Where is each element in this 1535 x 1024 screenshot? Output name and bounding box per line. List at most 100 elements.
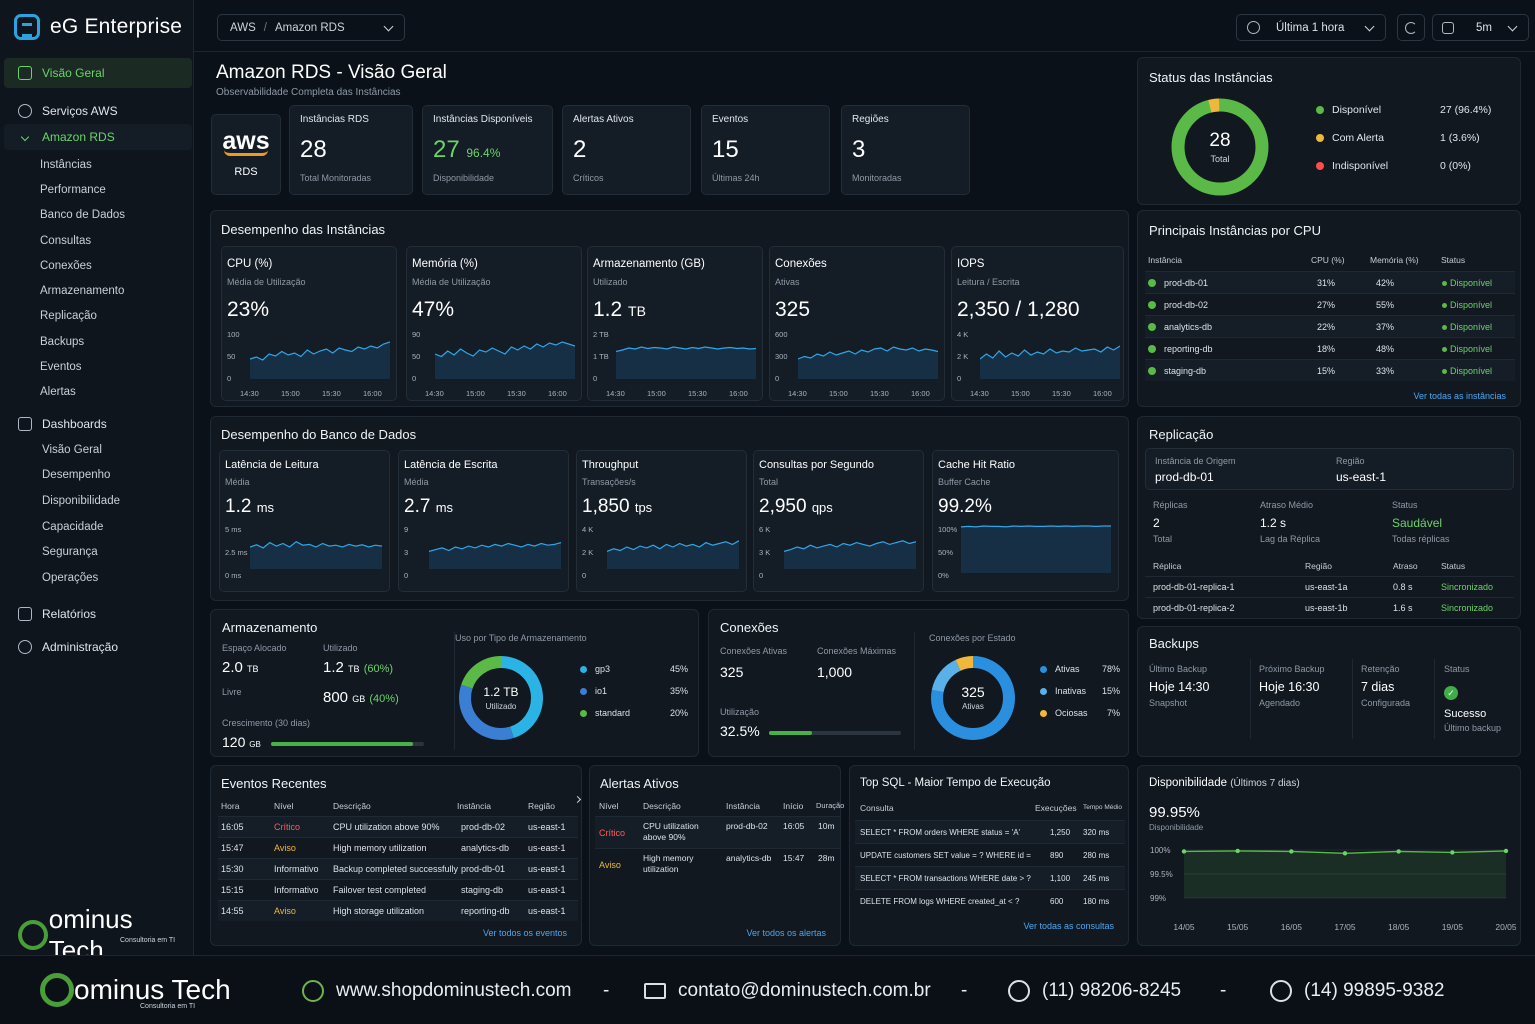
table-row[interactable]: prod-db-01 31% 42% Disponível: [1145, 271, 1515, 293]
refresh-interval-select[interactable]: 5m: [1432, 14, 1529, 41]
overview-icon: [18, 66, 32, 80]
dashboards-submenu: Visão Geral Desempenho Disponibilidade Capa…: [4, 437, 192, 591]
table-row[interactable]: reporting-db 18% 48% Disponível: [1145, 337, 1515, 359]
view-all-queries-link[interactable]: Ver todas as consultas: [1023, 921, 1114, 931]
column-header: Região: [1305, 560, 1332, 571]
availability-point[interactable]: [1396, 849, 1401, 854]
refresh-button[interactable]: [1397, 14, 1425, 41]
metric-value: 47%: [412, 298, 455, 321]
sidebar-subitem[interactable]: Disponibilidade: [42, 494, 120, 507]
table-row[interactable]: UPDATE customers SET value = ? WHERE id …: [855, 843, 1125, 866]
sidebar-item-admin[interactable]: Administração: [4, 634, 192, 660]
sidebar-subitem[interactable]: Capacidade: [42, 520, 104, 533]
availability-point[interactable]: [1181, 849, 1187, 854]
table-header: Consulta Execuções Tempo Médio: [855, 797, 1125, 818]
table-row[interactable]: prod-db-02 27% 55% Disponível: [1145, 293, 1515, 315]
table-row[interactable]: 14:55 Aviso High storage utilization rep…: [218, 900, 578, 921]
sidebar-subitem[interactable]: Backups: [40, 335, 85, 348]
time-range-value: Última 1 hora: [1276, 21, 1345, 34]
sidebar-subitem[interactable]: Replicação: [40, 310, 97, 323]
metric-card: Latência de Escrita Média 2.7 ms 9 3 0: [398, 450, 569, 592]
legend-label: standard: [595, 708, 631, 718]
sparkline-area: [616, 347, 756, 379]
y-tick-label: 0: [404, 571, 409, 580]
sidebar-subitem[interactable]: Visão Geral: [42, 443, 102, 456]
sidebar-subitem[interactable]: Segurança: [42, 546, 98, 559]
sparkline-line: [250, 540, 382, 549]
table-row[interactable]: Crítico CPU utilization above 90% prod-db…: [595, 816, 840, 848]
sidebar-item-reports[interactable]: Relatórios: [4, 601, 192, 627]
y-tick-label: 3: [404, 548, 409, 557]
sidebar-subitem[interactable]: Alertas: [40, 386, 76, 399]
sidebar-subitem[interactable]: Eventos: [40, 361, 82, 374]
storage-type-donut: [459, 656, 543, 740]
footer-email[interactable]: contato@dominustech.com.br: [644, 980, 931, 1002]
breadcrumb-root[interactable]: AWS: [230, 21, 256, 34]
column-header: Descrição: [333, 800, 371, 811]
app-logo[interactable]: eG Enterprise: [14, 14, 182, 40]
growth-bar: [271, 742, 424, 746]
y-tick-label: 50: [412, 352, 421, 361]
metric-sub: Leitura / Escrita: [957, 277, 1020, 287]
connections-donut-label: Ativas: [962, 702, 984, 711]
availability-point[interactable]: [1503, 848, 1509, 854]
time-range-select[interactable]: Última 1 hora: [1236, 14, 1386, 41]
view-all-events-link[interactable]: Ver todos os eventos: [482, 928, 567, 938]
table-row[interactable]: 15:47 Aviso High memory utilization anal…: [218, 837, 578, 858]
sidebar-subitem[interactable]: Instâncias: [40, 158, 92, 171]
table-row[interactable]: SELECT * FROM orders WHERE status = 'A' …: [855, 820, 1125, 843]
table-row[interactable]: DELETE FROM logs WHERE created_at < ? 60…: [855, 889, 1125, 912]
sidebar-subitem[interactable]: Desempenho: [42, 469, 111, 482]
footer-phone-1[interactable]: (11) 98206-8245: [1008, 980, 1181, 1002]
y-tick-label: 0: [775, 374, 780, 383]
sidebar-item-overview[interactable]: Visão Geral: [4, 58, 192, 88]
sidebar-subitem[interactable]: Banco de Dados: [40, 209, 126, 222]
gear-icon: [18, 104, 32, 118]
table-row[interactable]: Aviso High memory utilization analytics-d…: [595, 848, 840, 880]
table-row[interactable]: analytics-db 22% 37% Disponível: [1145, 315, 1515, 337]
availability-point[interactable]: [1342, 851, 1348, 856]
sidebar-subitem[interactable]: Performance: [40, 183, 106, 196]
table-row[interactable]: SELECT * FROM transactions WHERE date > …: [855, 866, 1125, 889]
breadcrumb[interactable]: AWS / Amazon RDS: [217, 14, 405, 41]
footer-phone-2[interactable]: (14) 99895-9382: [1270, 980, 1445, 1002]
availability-point[interactable]: [1289, 849, 1294, 854]
event-instance: prod-db-01: [461, 864, 506, 874]
view-all-alerts-link[interactable]: Ver todos os alertas: [746, 928, 826, 938]
sidebar-item-aws-services[interactable]: Serviços AWS: [4, 98, 192, 124]
event-level: Crítico: [274, 822, 301, 832]
sidebar-subitem[interactable]: Conexões: [40, 259, 92, 272]
divider: [454, 632, 455, 750]
divider: [1352, 659, 1353, 739]
status-dot: [1148, 279, 1156, 288]
footer-website[interactable]: www.shopdominustech.com: [302, 980, 572, 1002]
utilization-bar-fill: [769, 731, 812, 735]
status-dot: [1442, 280, 1447, 286]
sidebar-subitem[interactable]: Consultas: [40, 234, 92, 247]
brand-tag: Consultoria em TI: [120, 937, 176, 944]
panel-title: Desempenho das Instâncias: [221, 222, 386, 237]
sidebar-item-dashboards[interactable]: Dashboards: [4, 411, 192, 437]
kpi-sub: Total Monitoradas: [300, 173, 372, 183]
availability-point[interactable]: [1450, 850, 1455, 855]
chevron-down-icon: [1364, 21, 1375, 32]
table-row[interactable]: prod-db-01-replica-1 us-east-1a 0.8 s Si…: [1145, 576, 1514, 597]
aws-logo: aws: [222, 127, 270, 155]
table-row[interactable]: 15:15 Informativo Failover test complete…: [218, 879, 578, 900]
sidebar-subitem[interactable]: Operações: [42, 571, 99, 584]
sidebar-item-amazon-rds[interactable]: Amazon RDS: [4, 124, 192, 150]
table-row[interactable]: 16:05 Crítico CPU utilization above 90% …: [218, 816, 578, 837]
table-row[interactable]: 15:30 Informativo Backup completed succe…: [218, 858, 578, 879]
event-time: 14:55: [221, 906, 244, 916]
sidebar-subitem[interactable]: Armazenamento: [40, 285, 125, 298]
table-row[interactable]: staging-db 15% 33% Disponível: [1145, 359, 1515, 381]
replication-status-sub: Todas réplicas: [1392, 534, 1450, 544]
legend-label: Inativas: [1055, 686, 1087, 696]
chevron-down-icon: [1507, 21, 1518, 32]
source-label: Instância de Origem: [1155, 456, 1236, 466]
availability-point[interactable]: [1235, 848, 1240, 854]
availability-panel: Disponibilidade (Últimos 7 dias) 99.95% …: [1137, 765, 1521, 946]
legend-value: 45%: [669, 664, 688, 674]
table-row[interactable]: prod-db-01-replica-2 us-east-1b 1.6 s Si…: [1145, 597, 1514, 618]
view-all-instances-link[interactable]: Ver todas as instâncias: [1413, 391, 1506, 401]
